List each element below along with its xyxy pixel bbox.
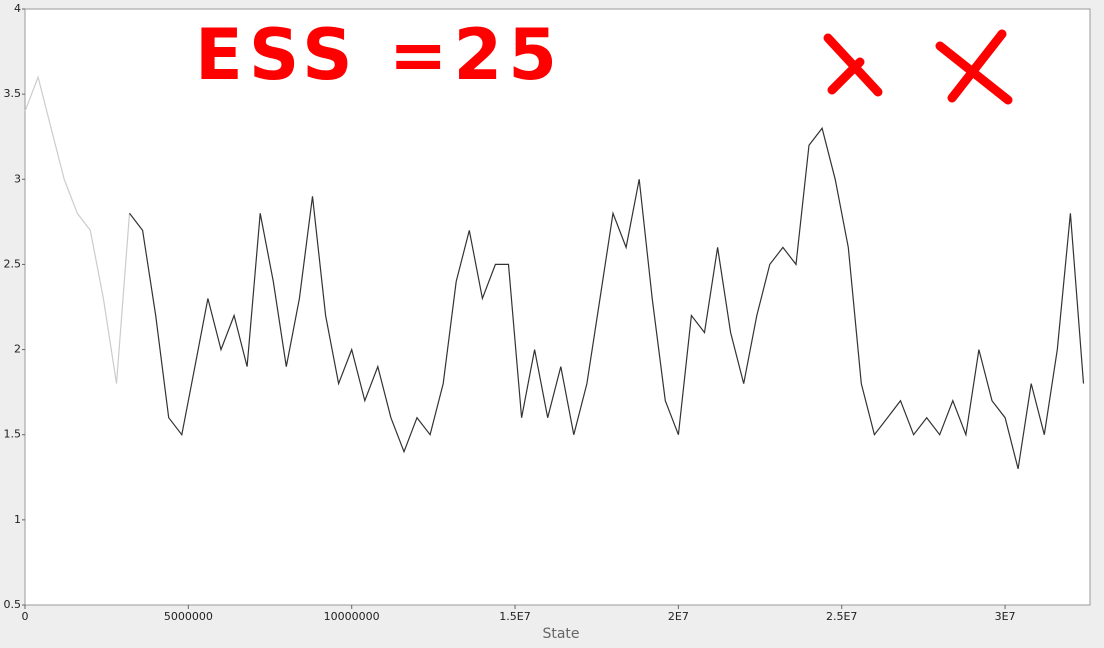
y-tick-label: 2.5 xyxy=(4,257,22,270)
y-tick-label: 3 xyxy=(14,172,21,185)
cross-mark xyxy=(935,29,1013,105)
y-tick-label: 2 xyxy=(14,343,21,356)
x-tick-label: 0 xyxy=(22,610,29,623)
x-tick-label: 3E7 xyxy=(995,610,1016,623)
trace-line xyxy=(24,75,131,384)
cross-mark xyxy=(823,33,883,97)
x-tick-label: 1.5E7 xyxy=(499,610,530,623)
y-tick-label: 1 xyxy=(14,513,21,526)
y-tick-label: 1.5 xyxy=(4,428,22,441)
y-tick-label: 3.5 xyxy=(4,87,22,100)
y-tick-label: 0.5 xyxy=(4,598,22,611)
plot-area xyxy=(24,8,1091,606)
x-axis-label: State xyxy=(542,626,579,642)
x-tick-label: 10000000 xyxy=(324,610,380,623)
y-tick-label: 4 xyxy=(14,2,21,15)
x-tick-label: 2E7 xyxy=(668,610,689,623)
trace-line xyxy=(129,126,1085,469)
x-tick-label: 5000000 xyxy=(164,610,213,623)
annotation: ESS =25 xyxy=(195,14,563,96)
x-tick-label: 2.5E7 xyxy=(826,610,857,623)
